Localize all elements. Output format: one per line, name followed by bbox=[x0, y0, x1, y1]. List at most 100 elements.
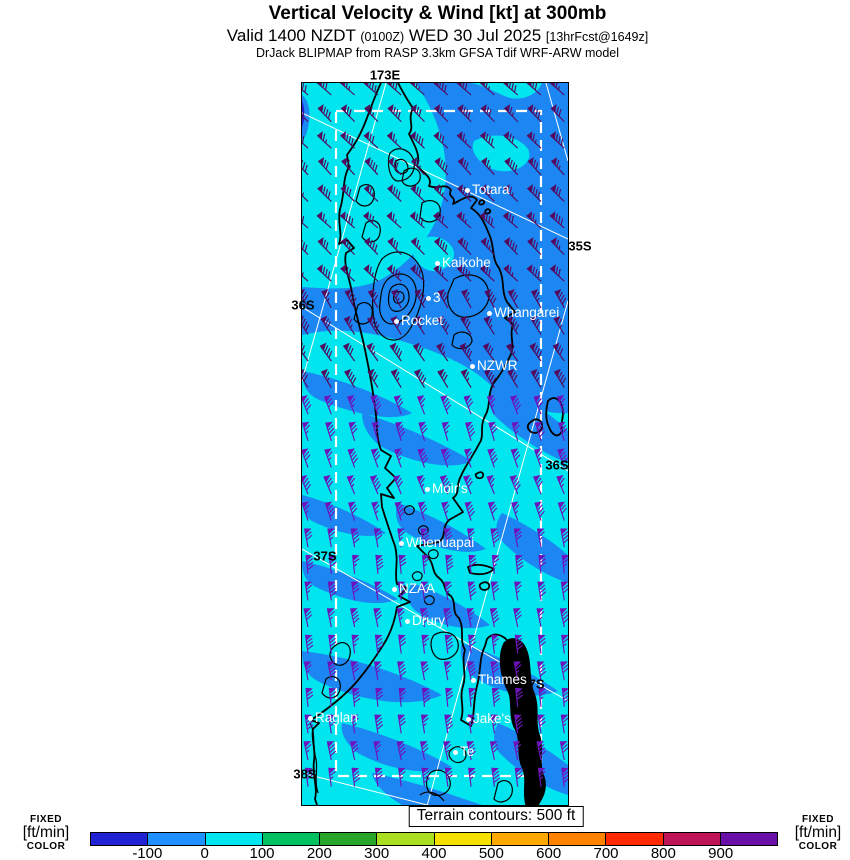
model-line: DrJack BLIPMAP from RASP 3.3km GFSA Tdif… bbox=[255, 46, 620, 60]
wind-barb bbox=[561, 554, 568, 574]
wind-barb bbox=[433, 83, 449, 96]
wind-barb bbox=[317, 184, 332, 202]
wind-barb bbox=[486, 395, 496, 415]
wind-barb bbox=[316, 131, 332, 149]
wind-barb bbox=[373, 528, 383, 548]
wind-barb bbox=[433, 264, 449, 282]
wind-barb bbox=[466, 741, 476, 761]
wind-barb bbox=[350, 741, 359, 761]
wind-barb bbox=[483, 315, 495, 335]
wind-barb bbox=[323, 474, 334, 495]
wind-barb bbox=[328, 687, 337, 707]
wind-barb bbox=[509, 474, 521, 495]
wind-barb bbox=[526, 264, 542, 282]
wind-barb bbox=[350, 528, 360, 548]
wind-barb bbox=[351, 634, 360, 654]
wind-barb bbox=[526, 131, 542, 149]
wind-barb bbox=[444, 714, 454, 734]
wind-barb bbox=[437, 368, 449, 388]
wind-barb bbox=[321, 288, 332, 309]
colorbar-segment bbox=[719, 833, 777, 845]
wind-barb bbox=[550, 104, 565, 123]
wind-barb bbox=[419, 608, 430, 628]
wind-barb bbox=[328, 634, 337, 654]
wind-barb bbox=[467, 581, 477, 601]
wind-barb bbox=[533, 474, 543, 495]
wind-barb bbox=[467, 528, 475, 548]
wind-barb bbox=[433, 131, 449, 149]
map-svg bbox=[302, 83, 568, 805]
colorbar-segment bbox=[605, 833, 663, 845]
colorbar-tick: 900 bbox=[708, 845, 734, 860]
page-title: Vertical Velocity & Wind [kt] at 300mb bbox=[268, 3, 607, 24]
wind-barb bbox=[418, 421, 428, 441]
wind-barb bbox=[537, 767, 546, 787]
coastline bbox=[310, 83, 564, 805]
wind-barb bbox=[433, 184, 449, 202]
wind-barb bbox=[550, 184, 565, 202]
wind-barb bbox=[302, 421, 311, 441]
wind-barb bbox=[414, 288, 427, 309]
wind-barb bbox=[302, 342, 309, 362]
wind-barb bbox=[439, 474, 451, 495]
wind-barb bbox=[561, 634, 568, 654]
wind-barb bbox=[479, 83, 495, 96]
wind-barb bbox=[490, 528, 500, 548]
wind-barb bbox=[513, 741, 522, 761]
wind-barb bbox=[375, 554, 384, 574]
wind-barb bbox=[510, 395, 522, 415]
wind-barb bbox=[468, 554, 477, 574]
wind-barb bbox=[484, 288, 497, 309]
wind-barb bbox=[366, 342, 379, 362]
colorbar bbox=[90, 832, 778, 846]
wind-barb bbox=[441, 501, 450, 521]
wind-barb bbox=[513, 528, 523, 548]
wind-barb bbox=[549, 211, 565, 229]
wind-barb bbox=[440, 448, 451, 468]
wind-barb bbox=[342, 342, 356, 362]
wind-barb bbox=[507, 368, 519, 388]
wind-barb bbox=[363, 83, 379, 96]
wind-barb bbox=[456, 264, 472, 282]
colorbar-tick: 700 bbox=[593, 845, 619, 860]
colorbar-unit-line: COLOR bbox=[798, 840, 838, 852]
wind-barb bbox=[503, 264, 519, 282]
wind-barb bbox=[391, 288, 402, 309]
wind-barb bbox=[533, 448, 543, 468]
wind-barb bbox=[304, 767, 314, 787]
wind-barb bbox=[346, 474, 356, 495]
wind-barb bbox=[459, 342, 473, 362]
wind-barb bbox=[436, 342, 449, 362]
wind-barb bbox=[536, 528, 545, 548]
wind-barb bbox=[394, 501, 406, 521]
wind-barb bbox=[373, 661, 382, 681]
wind-barb bbox=[434, 237, 449, 256]
wind-barb bbox=[468, 767, 476, 787]
wind-barb bbox=[487, 501, 498, 521]
wind-barb bbox=[534, 501, 545, 521]
wind-barb bbox=[371, 421, 380, 441]
wind-barb bbox=[553, 315, 565, 335]
colorbar-unit-line: FIXED bbox=[30, 814, 62, 825]
wind-barb bbox=[440, 395, 452, 415]
wind-barb bbox=[457, 184, 472, 202]
wind-barb bbox=[553, 368, 567, 388]
wind-barb bbox=[457, 157, 472, 176]
wind-barb bbox=[420, 581, 430, 601]
wind-barb bbox=[303, 661, 312, 681]
wind-barb bbox=[557, 448, 568, 468]
wind-barb bbox=[502, 211, 519, 229]
wind-barb bbox=[514, 714, 523, 734]
wind-barb bbox=[317, 237, 332, 256]
wind-barb bbox=[319, 342, 333, 362]
valid-utc: (0100Z) bbox=[360, 30, 405, 44]
wind-barb bbox=[367, 288, 379, 309]
wind-barb bbox=[417, 448, 429, 468]
wind-barb bbox=[370, 448, 381, 468]
wind-barb bbox=[420, 661, 429, 681]
wind-barb bbox=[489, 741, 499, 761]
wind-barb bbox=[374, 634, 384, 654]
colorbar-unit-left: FIXED [ft/min] COLOR bbox=[6, 815, 86, 852]
wind-barb bbox=[340, 264, 355, 282]
wind-barb bbox=[503, 184, 519, 202]
